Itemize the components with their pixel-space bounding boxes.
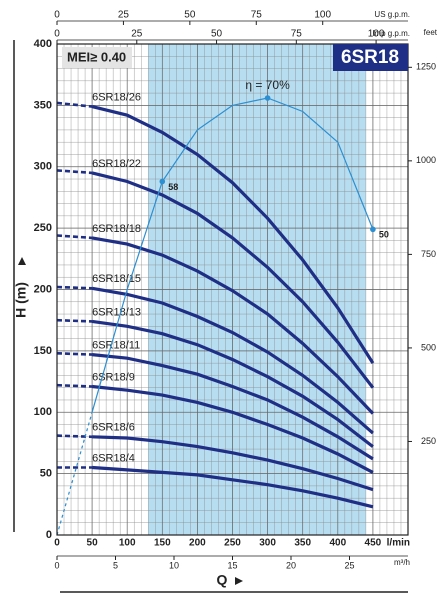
series-line-dashed bbox=[56, 352, 93, 356]
right-axis-tick-label: 1000 bbox=[416, 155, 436, 165]
efficiency-label: η = 70% bbox=[245, 78, 290, 92]
series-line-dashed bbox=[56, 383, 93, 388]
y-tick-label: 250 bbox=[34, 222, 52, 234]
plot-frame bbox=[56, 43, 409, 536]
x-tick-label: 0 bbox=[54, 538, 60, 549]
right-axis-tick-label: 500 bbox=[421, 342, 436, 352]
x-tick-label: 50 bbox=[87, 538, 99, 549]
marks: 6SR18/26 6SR18/22 6SR18/18 6SR18/15 6SR18/13… bbox=[56, 78, 389, 536]
y-axis-label: H (m) bbox=[13, 282, 29, 318]
efficiency-line bbox=[91, 97, 374, 413]
top-axis-tick-label: 100 bbox=[314, 10, 331, 21]
series-line-dashed bbox=[56, 434, 93, 439]
top-axis-tick-label: 25 bbox=[118, 10, 130, 21]
series-label: 6SR18/4 bbox=[92, 452, 135, 464]
series-label: 6SR18/6 bbox=[92, 422, 135, 434]
x-tick-label: 450 bbox=[365, 538, 382, 549]
y-tick-label: 200 bbox=[34, 283, 52, 295]
bottom-axis-tick-label: 10 bbox=[169, 560, 179, 570]
right-axis-tick-label: 250 bbox=[421, 436, 436, 446]
top-axis-unit: Imp g.p.m. bbox=[372, 29, 410, 38]
x-arrow bbox=[235, 577, 243, 585]
series-line bbox=[91, 319, 374, 448]
series-line bbox=[92, 435, 374, 492]
efficiency-label: 50 bbox=[379, 230, 389, 240]
efficiency-marker bbox=[370, 226, 376, 233]
x-tick-label: 200 bbox=[189, 538, 206, 549]
efficiency-label: 58 bbox=[168, 182, 178, 192]
bottom-axis-unit: m³/h bbox=[394, 558, 410, 567]
bottom-axis-tick-label: 15 bbox=[227, 560, 237, 570]
top-axis-tick-label: 25 bbox=[131, 29, 143, 40]
chart-title: 6SR18 bbox=[341, 47, 399, 68]
y-tick-label: 300 bbox=[34, 161, 52, 173]
y-tick-label: 50 bbox=[40, 468, 52, 480]
x-tick-label: 100 bbox=[119, 538, 136, 549]
x-unit: l/min bbox=[387, 538, 410, 549]
series-line-dashed bbox=[56, 285, 93, 290]
bottom-axis-tick-label: 20 bbox=[286, 560, 296, 570]
efficiency-marker bbox=[159, 178, 166, 185]
bottom-axis-tick-label: 0 bbox=[54, 560, 59, 570]
top-axis-tick-label: 75 bbox=[251, 10, 263, 21]
subtitle: MEI≥ 0.40 bbox=[67, 49, 126, 64]
mei-box bbox=[62, 47, 132, 68]
series-label: 6SR18/26 bbox=[92, 92, 141, 104]
efficiency-marker bbox=[264, 95, 271, 101]
series-line-dashed bbox=[56, 234, 93, 240]
series-line-dashed bbox=[56, 318, 93, 323]
right-axis-tick-label: 1250 bbox=[416, 62, 436, 72]
series-line-dashed bbox=[56, 101, 93, 108]
x-tick-label: 150 bbox=[154, 538, 171, 549]
x-tick-label: 350 bbox=[294, 538, 311, 549]
top-axis-tick-label: 75 bbox=[291, 29, 303, 40]
title-box bbox=[333, 44, 408, 71]
y-tick-label: 100 bbox=[34, 406, 52, 418]
bottom-axis-tick-label: 25 bbox=[344, 560, 354, 570]
bottom-axis-tick-label: 5 bbox=[113, 560, 118, 570]
x-tick-label: 400 bbox=[329, 538, 346, 549]
series-line bbox=[91, 353, 374, 461]
y-tick-label: 150 bbox=[34, 345, 52, 357]
series-line bbox=[91, 384, 374, 474]
right-axis-unit: feet bbox=[424, 28, 438, 37]
top-axis-tick-label: 50 bbox=[211, 29, 223, 40]
series-label: 6SR18/22 bbox=[92, 158, 141, 170]
series-label: 6SR18/9 bbox=[92, 371, 135, 383]
top-axis-unit: US g.p.m. bbox=[374, 10, 410, 19]
x-tick-label: 250 bbox=[224, 538, 241, 549]
top-axis-tick-label: 0 bbox=[54, 10, 60, 21]
top-axis-tick-label: 0 bbox=[54, 29, 60, 40]
series-line bbox=[91, 105, 375, 364]
top-axis-tick-label: 100 bbox=[368, 29, 385, 40]
series-line-dashed bbox=[56, 169, 93, 175]
x-tick-label: 300 bbox=[259, 538, 276, 549]
series-line bbox=[91, 171, 375, 389]
y-arrow bbox=[18, 257, 26, 265]
y-tick-label: 0 bbox=[46, 529, 52, 541]
y-tick-label: 400 bbox=[34, 38, 52, 50]
x-axis-label: Q bbox=[217, 572, 228, 588]
series-line bbox=[91, 465, 374, 509]
series-line bbox=[91, 286, 374, 435]
series-label: 6SR18/15 bbox=[92, 273, 141, 285]
series-label: 6SR18/11 bbox=[92, 339, 140, 351]
right-axis-tick-label: 750 bbox=[421, 249, 436, 259]
series-line bbox=[91, 236, 375, 415]
y-tick-label: 350 bbox=[34, 99, 52, 111]
top-axis-tick-label: 50 bbox=[184, 10, 196, 21]
series-label: 6SR18/18 bbox=[92, 223, 141, 235]
series-label: 6SR18/13 bbox=[92, 306, 141, 318]
